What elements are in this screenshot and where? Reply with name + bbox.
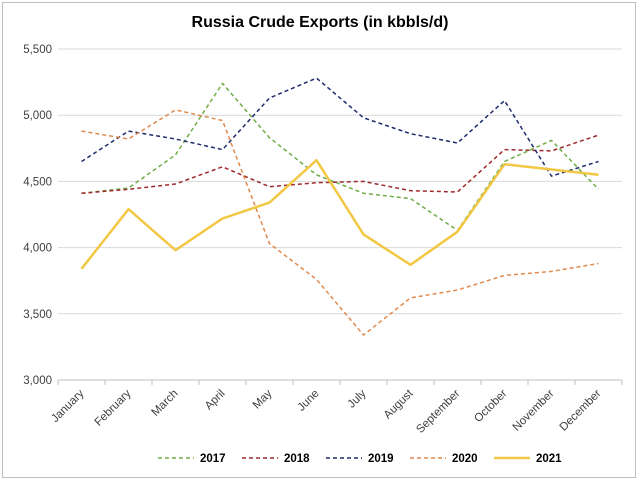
x-tick-label: August: [382, 387, 416, 421]
x-tick-label: April: [203, 388, 228, 413]
legend: 2017 2018 2019 2020 2021: [158, 453, 562, 465]
x-tick-label: November: [511, 388, 557, 434]
x-tick-label: September: [414, 388, 462, 436]
x-axis: [57, 379, 623, 385]
x-tick-label: July: [346, 387, 369, 410]
y-tick-label: 3,500: [23, 309, 52, 321]
y-tick-label: 3,000: [23, 375, 52, 387]
x-tick-label: June: [296, 388, 322, 414]
x-tick-label: March: [150, 388, 181, 419]
series-lines: [80, 77, 600, 336]
legend-label-2019: 2019: [368, 453, 394, 465]
chart-frame: [2, 2, 636, 478]
x-axis-tick-labels: January February March April May June July Augu…: [49, 387, 604, 436]
series-line-2020: [81, 109, 599, 336]
x-tick-label: January: [49, 387, 87, 425]
y-tick-label: 5,000: [23, 110, 52, 122]
legend-label-2021: 2021: [536, 453, 562, 465]
y-axis-tick-labels: 3,000 3,500 4,000 4,500 5,000 5,500: [23, 44, 52, 387]
series-line-2017: [81, 82, 600, 232]
series-line-2021: [80, 158, 599, 270]
x-tick-label: December: [558, 388, 604, 434]
x-tick-label: February: [93, 387, 134, 428]
legend-label-2018: 2018: [284, 453, 310, 465]
x-tick-label: October: [472, 388, 510, 426]
x-tick-label: May: [251, 387, 275, 411]
legend-label-2017: 2017: [200, 453, 226, 465]
y-tick-label: 4,000: [23, 243, 52, 255]
series-line-2019: [81, 77, 599, 177]
series-line-2018: [81, 134, 599, 195]
legend-label-2020: 2020: [452, 453, 478, 465]
y-tick-label: 5,500: [23, 44, 52, 56]
chart-title: Russia Crude Exports (in kbbls/d): [191, 14, 449, 31]
y-tick-label: 4,500: [23, 176, 52, 188]
